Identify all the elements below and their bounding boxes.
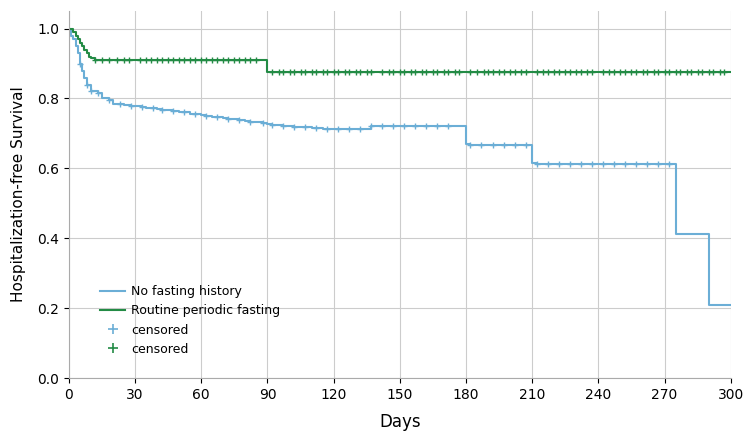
Legend: No fasting history, Routine periodic fasting, censored, censored: No fasting history, Routine periodic fas… (95, 280, 285, 361)
Y-axis label: Hospitalization-free Survival: Hospitalization-free Survival (11, 87, 26, 302)
X-axis label: Days: Days (379, 413, 421, 431)
